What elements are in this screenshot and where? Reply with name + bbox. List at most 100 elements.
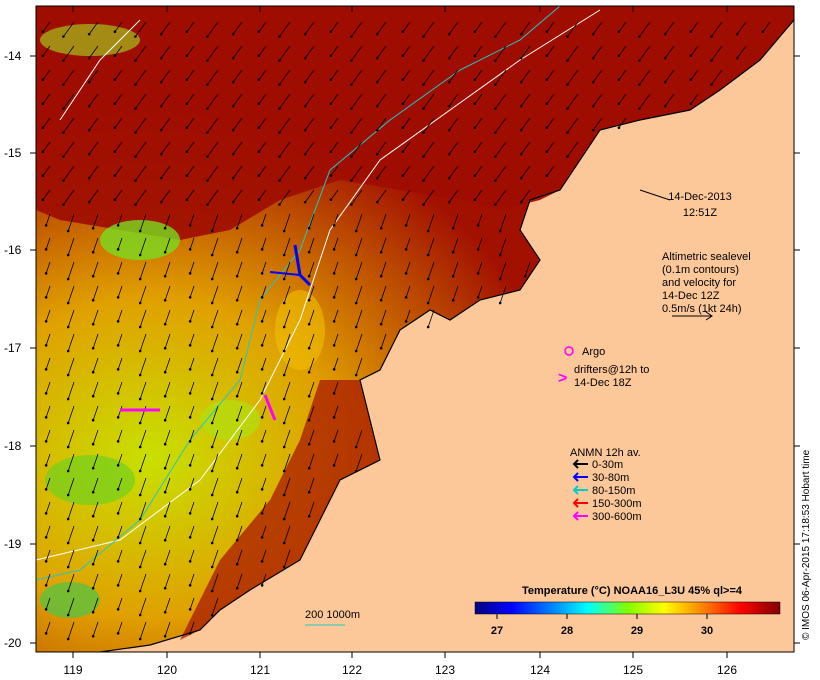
drifter-icon: >	[558, 370, 567, 387]
current-vector	[279, 93, 291, 109]
current-vector	[376, 117, 387, 131]
current-vector	[42, 21, 51, 32]
current-vector	[67, 573, 75, 592]
current-vector	[477, 237, 483, 250]
current-vector	[67, 213, 75, 232]
current-vector	[117, 237, 123, 250]
current-vector	[114, 189, 123, 200]
current-vectors	[41, 21, 771, 641]
current-vector	[117, 309, 123, 322]
current-vector	[63, 21, 75, 37]
current-vector	[690, 45, 699, 56]
current-vector	[448, 69, 459, 83]
current-vector	[236, 477, 243, 493]
current-vector	[452, 213, 459, 229]
current-vector	[474, 117, 483, 128]
current-vector	[63, 69, 75, 85]
current-vector	[423, 165, 435, 181]
isobath-200m	[59, 19, 141, 121]
current-vector	[232, 69, 243, 83]
current-vector	[376, 45, 387, 59]
svg-text:14-Dec 12Z: 14-Dec 12Z	[662, 290, 720, 302]
current-vector	[304, 21, 315, 35]
current-vector	[380, 333, 387, 349]
current-vector	[139, 621, 147, 640]
current-vector	[405, 309, 411, 322]
current-vector	[236, 405, 243, 421]
current-vector	[186, 69, 195, 80]
current-vector	[351, 189, 363, 205]
current-vector	[207, 141, 219, 157]
isobath-1000m	[36, 6, 561, 581]
current-vector	[211, 549, 219, 568]
current-vector	[117, 453, 123, 466]
current-vector	[139, 309, 147, 328]
svg-text:Altimetric sealevel: Altimetric sealevel	[662, 251, 751, 263]
current-vector	[236, 381, 243, 397]
current-vector	[308, 501, 315, 517]
current-vector	[283, 501, 291, 520]
current-vector	[114, 45, 123, 56]
current-vector	[139, 285, 147, 304]
current-vector	[283, 237, 291, 256]
current-vector	[308, 213, 315, 229]
current-vector	[261, 381, 267, 394]
current-vector	[448, 117, 459, 131]
current-vector	[258, 117, 267, 128]
current-vector	[92, 501, 99, 517]
current-vector	[567, 141, 579, 157]
current-vector	[402, 69, 411, 80]
current-vector	[330, 69, 339, 80]
current-vector	[92, 309, 99, 325]
current-vector	[232, 45, 243, 59]
current-vector	[164, 213, 171, 229]
current-vector	[711, 45, 723, 61]
current-vector	[427, 261, 435, 280]
current-vector	[474, 165, 483, 176]
current-vector	[351, 45, 363, 61]
current-vector	[330, 141, 339, 152]
current-vector	[283, 213, 291, 232]
current-vector	[211, 213, 219, 232]
current-vector	[333, 237, 339, 250]
current-vector	[376, 141, 387, 155]
current-vector	[495, 165, 507, 181]
current-vector	[376, 93, 387, 107]
current-vector	[92, 573, 99, 589]
current-vector	[355, 261, 363, 280]
current-vector	[330, 45, 339, 56]
current-vector	[45, 597, 51, 610]
current-vector	[236, 573, 243, 589]
current-vector	[160, 45, 171, 59]
current-vector	[211, 525, 219, 544]
current-vector	[351, 141, 363, 157]
current-vector	[160, 93, 171, 107]
current-vector	[330, 117, 339, 128]
current-vector	[45, 261, 51, 274]
current-vector	[164, 501, 171, 517]
current-vector	[279, 165, 291, 181]
current-vector	[92, 429, 99, 445]
current-vector	[67, 429, 75, 448]
lon-tick-label: 119	[63, 663, 82, 677]
current-vector	[45, 453, 51, 466]
current-vector	[92, 381, 99, 397]
current-vector	[117, 621, 123, 634]
current-vector	[139, 501, 147, 520]
current-vector	[308, 381, 315, 397]
current-vector	[333, 405, 339, 418]
current-vector	[63, 141, 75, 157]
current-vector	[45, 381, 51, 394]
current-vector	[67, 525, 75, 544]
current-vector	[495, 189, 507, 205]
svg-text:14-Dec 18Z: 14-Dec 18Z	[574, 377, 632, 389]
current-vector	[283, 261, 291, 280]
svg-text:150-300m: 150-300m	[592, 498, 642, 510]
current-vector	[139, 525, 147, 544]
current-vector	[351, 93, 363, 109]
current-vector	[261, 405, 267, 418]
current-vector	[186, 141, 195, 152]
current-vector	[164, 549, 171, 565]
current-vector	[139, 453, 147, 472]
current-vector	[67, 333, 75, 352]
